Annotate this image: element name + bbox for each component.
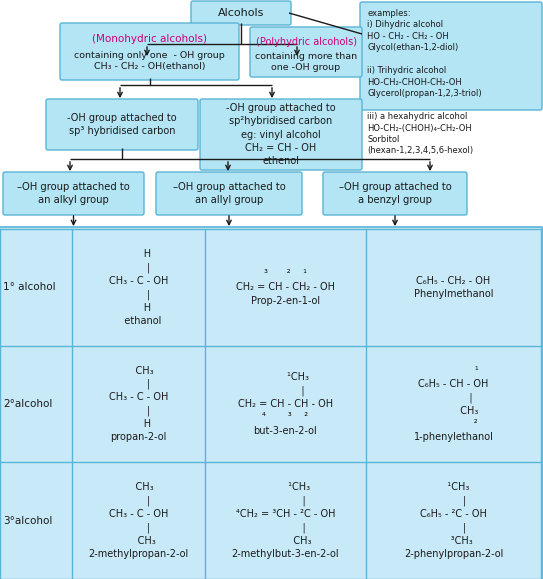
- Text: –OH group attached to
an allyl group: –OH group attached to an allyl group: [173, 182, 286, 205]
- Text: -OH group attached to
sp³ hybridised carbon: -OH group attached to sp³ hybridised car…: [67, 113, 177, 136]
- Text: CH₃
      |
CH₃ - C - OH
      |
     CH₃
2-methylpropan-2-ol: CH₃ | CH₃ - C - OH | CH₃ 2-methylpropan-…: [89, 482, 188, 559]
- Text: –OH group attached to
a benzyl group: –OH group attached to a benzyl group: [339, 182, 451, 205]
- Text: (Polyhydric alcohols): (Polyhydric alcohols): [256, 37, 357, 47]
- FancyBboxPatch shape: [46, 99, 198, 150]
- Text: 1° alcohol: 1° alcohol: [3, 283, 55, 292]
- Text: ³      ²    ¹
CH₂ = CH - CH₂ - OH
Prop-2-en-1-ol: ³ ² ¹ CH₂ = CH - CH₂ - OH Prop-2-en-1-ol: [236, 269, 335, 306]
- Text: containing more than
one -OH group: containing more than one -OH group: [255, 52, 357, 72]
- FancyBboxPatch shape: [200, 99, 362, 170]
- FancyBboxPatch shape: [360, 2, 542, 110]
- FancyBboxPatch shape: [191, 1, 291, 25]
- Text: ¹CH₃
           |
CH₂ = CH - CH - OH
⁴       ³    ²
but-3-en-2-ol: ¹CH₃ | CH₂ = CH - CH - OH ⁴ ³ ² but-3-en…: [238, 372, 333, 435]
- FancyBboxPatch shape: [323, 172, 467, 215]
- FancyBboxPatch shape: [60, 23, 239, 80]
- Text: Alcohols: Alcohols: [218, 8, 264, 18]
- Text: H
      |
CH₃ - C - OH
      |
      H
   ethanol: H | CH₃ - C - OH | H ethanol: [109, 249, 168, 326]
- Text: 2°alcohol: 2°alcohol: [3, 399, 52, 409]
- Text: containing only one  - OH group
CH₃ - CH₂ - OH(ethanol): containing only one - OH group CH₃ - CH₂…: [74, 51, 225, 71]
- FancyBboxPatch shape: [156, 172, 302, 215]
- FancyBboxPatch shape: [3, 172, 144, 215]
- FancyBboxPatch shape: [250, 27, 362, 77]
- Text: examples:
i) Dihydric alcohol
HO - CH₂ - CH₂ - OH
Glycol(ethan-1,2-diol)

ii) Tr: examples: i) Dihydric alcohol HO - CH₂ -…: [367, 9, 482, 155]
- Text: 3°alcohol: 3°alcohol: [3, 515, 52, 526]
- Text: ¹
C₆H₅ - CH - OH
           |
          CH₃
              ²
1-phenylethanol: ¹ C₆H₅ - CH - OH | CH₃ ² 1-phenylethanol: [414, 366, 494, 442]
- Text: (Monohydric alcohols): (Monohydric alcohols): [92, 34, 207, 44]
- Text: -OH group attached to
sp²hybridised carbon
eg: vinyl alcohol
CH₂ = CH - OH
ethen: -OH group attached to sp²hybridised carb…: [226, 103, 336, 166]
- FancyBboxPatch shape: [0, 227, 543, 579]
- Text: CH₃
      |
CH₃ - C - OH
      |
      H
propan-2-ol: CH₃ | CH₃ - C - OH | H propan-2-ol: [109, 365, 168, 442]
- Text: C₆H₅ - CH₂ - OH
Phenylmethanol: C₆H₅ - CH₂ - OH Phenylmethanol: [414, 276, 493, 299]
- Text: ¹CH₃
            |
⁴CH₂ = ³CH - ²C - OH
            |
           CH₃
2-methylbut: ¹CH₃ | ⁴CH₂ = ³CH - ²C - OH | CH₃ 2-meth…: [232, 482, 339, 559]
- Text: –OH group attached to
an alkyl group: –OH group attached to an alkyl group: [17, 182, 130, 205]
- Text: ¹CH₃
       |
C₆H₅ - ²C - OH
       |
     ³CH₃
2-phenylpropan-2-ol: ¹CH₃ | C₆H₅ - ²C - OH | ³CH₃ 2-phenylpro…: [404, 482, 503, 559]
